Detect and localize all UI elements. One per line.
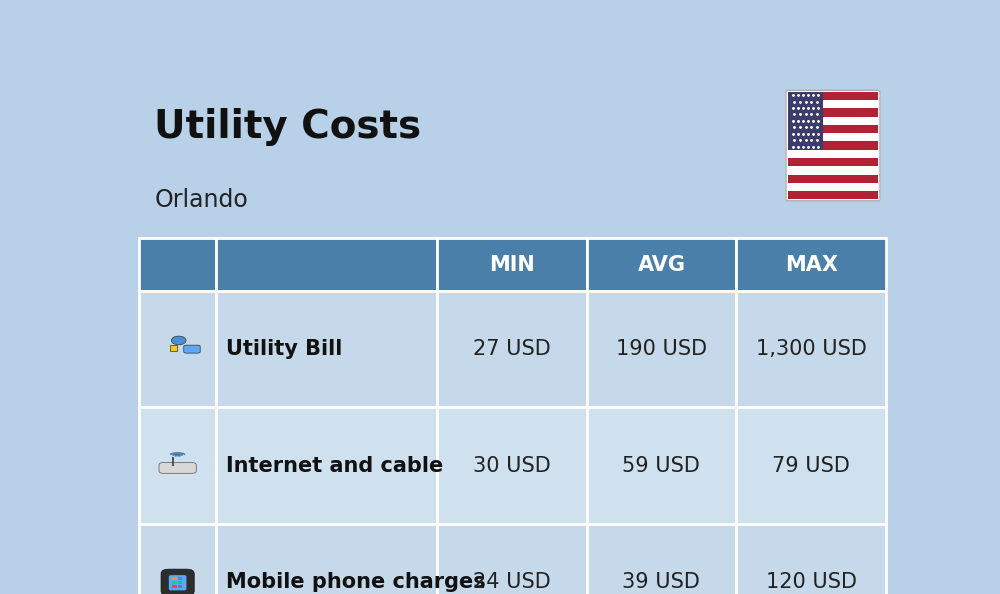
Bar	[139, 238, 216, 291]
Text: MAX: MAX	[785, 254, 838, 274]
Bar	[139, 291, 216, 407]
Bar	[216, 524, 437, 594]
Text: AVG: AVG	[637, 254, 685, 274]
Text: 24 USD: 24 USD	[473, 573, 551, 592]
Bar	[437, 524, 587, 594]
Bar	[172, 581, 177, 584]
Bar	[788, 166, 878, 175]
Bar	[216, 238, 437, 291]
Text: Utility Costs: Utility Costs	[154, 108, 422, 146]
Bar	[736, 524, 886, 594]
Bar	[172, 585, 177, 587]
Text: 30 USD: 30 USD	[473, 456, 551, 476]
Bar	[587, 407, 736, 524]
Text: 79 USD: 79 USD	[772, 456, 850, 476]
Bar	[788, 183, 878, 191]
Text: MIN: MIN	[489, 254, 535, 274]
Text: 59 USD: 59 USD	[622, 456, 700, 476]
Bar	[437, 238, 587, 291]
Bar	[216, 407, 437, 524]
Bar	[170, 345, 177, 351]
Bar	[178, 581, 182, 584]
Text: 27 USD: 27 USD	[473, 339, 551, 359]
Bar	[736, 407, 886, 524]
Bar	[788, 141, 878, 150]
Bar	[437, 291, 587, 407]
Text: Orlando: Orlando	[154, 188, 248, 212]
Text: Internet and cable: Internet and cable	[226, 456, 443, 476]
Bar	[788, 92, 878, 100]
Text: 1,300 USD: 1,300 USD	[756, 339, 867, 359]
Bar	[788, 100, 878, 108]
FancyBboxPatch shape	[169, 575, 186, 590]
Bar	[139, 407, 216, 524]
Circle shape	[171, 336, 186, 345]
Bar	[788, 150, 878, 158]
Text: Utility Bill: Utility Bill	[226, 339, 342, 359]
Bar	[788, 158, 878, 166]
Bar	[788, 108, 878, 116]
Text: 120 USD: 120 USD	[766, 573, 857, 592]
Bar	[139, 524, 216, 594]
Text: Mobile phone charges: Mobile phone charges	[226, 573, 485, 592]
Bar	[788, 125, 878, 133]
Bar	[587, 291, 736, 407]
Bar	[788, 175, 878, 183]
Bar	[788, 116, 878, 125]
Bar	[437, 407, 587, 524]
FancyBboxPatch shape	[161, 569, 194, 594]
Text: 39 USD: 39 USD	[622, 573, 700, 592]
Bar	[736, 291, 886, 407]
Bar	[736, 238, 886, 291]
FancyBboxPatch shape	[184, 345, 200, 353]
Bar	[172, 577, 177, 580]
Bar	[788, 92, 823, 150]
Bar	[587, 524, 736, 594]
FancyBboxPatch shape	[159, 463, 196, 473]
Bar	[178, 585, 182, 587]
Text: 190 USD: 190 USD	[616, 339, 707, 359]
Bar	[178, 577, 182, 580]
Bar	[587, 238, 736, 291]
Bar	[788, 133, 878, 141]
FancyBboxPatch shape	[785, 90, 881, 201]
Bar	[788, 191, 878, 200]
Bar	[216, 291, 437, 407]
